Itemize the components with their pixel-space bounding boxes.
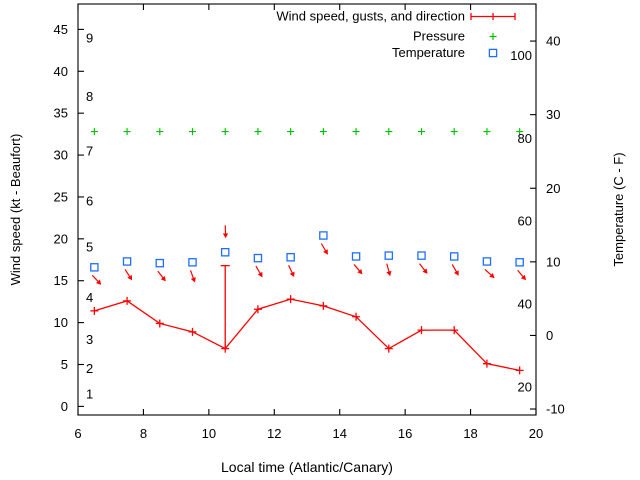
svg-text:15: 15 xyxy=(54,273,68,288)
svg-text:16: 16 xyxy=(398,426,412,441)
svg-text:5: 5 xyxy=(61,357,68,372)
svg-text:20: 20 xyxy=(54,231,68,246)
svg-text:18: 18 xyxy=(463,426,477,441)
svg-text:Temperature: Temperature xyxy=(392,45,465,60)
svg-text:0: 0 xyxy=(546,328,553,343)
svg-text:Temperature (C - F): Temperature (C - F) xyxy=(611,152,626,266)
svg-text:3: 3 xyxy=(86,332,93,347)
svg-text:10: 10 xyxy=(54,315,68,330)
svg-text:20: 20 xyxy=(546,181,560,196)
svg-text:10: 10 xyxy=(202,426,216,441)
svg-text:30: 30 xyxy=(54,148,68,163)
svg-text:5: 5 xyxy=(86,240,93,255)
svg-text:0: 0 xyxy=(61,399,68,414)
svg-text:8: 8 xyxy=(140,426,147,441)
svg-text:6: 6 xyxy=(74,426,81,441)
svg-text:1: 1 xyxy=(86,386,93,401)
svg-text:Local time (Atlantic/Canary): Local time (Atlantic/Canary) xyxy=(221,459,393,475)
svg-text:7: 7 xyxy=(86,143,93,158)
svg-text:2: 2 xyxy=(86,361,93,376)
svg-text:35: 35 xyxy=(54,106,68,121)
svg-text:6: 6 xyxy=(86,194,93,209)
svg-text:20: 20 xyxy=(518,379,532,394)
svg-text:40: 40 xyxy=(546,34,560,49)
svg-text:12: 12 xyxy=(267,426,281,441)
svg-text:40: 40 xyxy=(54,64,68,79)
svg-text:9: 9 xyxy=(86,30,93,45)
svg-text:80: 80 xyxy=(518,131,532,146)
svg-text:45: 45 xyxy=(54,22,68,37)
svg-text:14: 14 xyxy=(332,426,346,441)
svg-text:Wind speed (kt - Beaufort): Wind speed (kt - Beaufort) xyxy=(8,134,23,286)
svg-text:8: 8 xyxy=(86,89,93,104)
svg-text:-10: -10 xyxy=(546,402,565,417)
svg-text:25: 25 xyxy=(54,189,68,204)
svg-text:10: 10 xyxy=(546,254,560,269)
svg-text:20: 20 xyxy=(529,426,543,441)
svg-text:40: 40 xyxy=(518,296,532,311)
svg-text:Pressure: Pressure xyxy=(413,29,465,44)
svg-text:60: 60 xyxy=(518,214,532,229)
svg-text:4: 4 xyxy=(86,290,93,305)
svg-text:100: 100 xyxy=(510,48,532,63)
svg-text:Wind speed, gusts, and directi: Wind speed, gusts, and direction xyxy=(276,9,465,24)
svg-text:30: 30 xyxy=(546,107,560,122)
